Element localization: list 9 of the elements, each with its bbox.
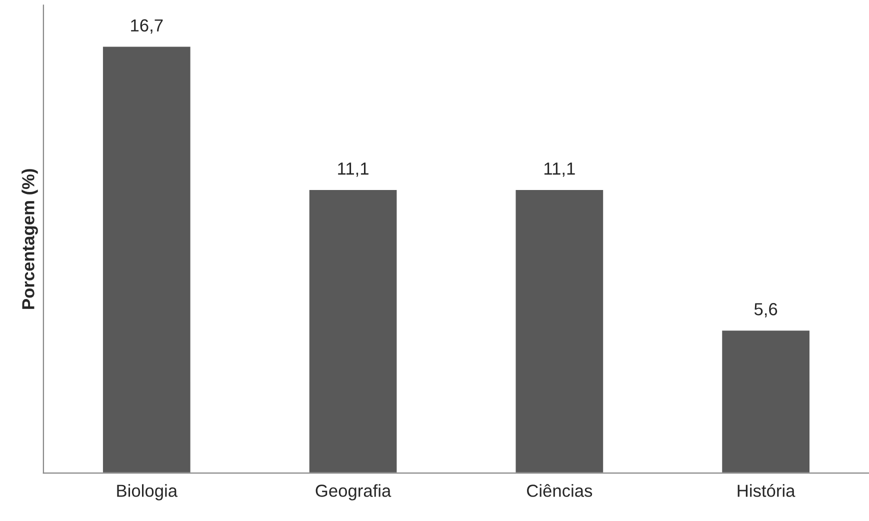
x-tick-label: Ciências [527,484,592,497]
y-axis-title: Porcentagem (%) [22,169,38,309]
data-label: 5,6 [754,303,778,318]
x-tick-label: História [738,484,796,497]
x-tick-label: Biologia [117,484,178,500]
data-label: 16,7 [131,19,163,34]
data-label: 11,1 [338,162,368,177]
x-tick-label: Geografia [316,484,392,500]
data-label: 11,1 [544,162,575,177]
